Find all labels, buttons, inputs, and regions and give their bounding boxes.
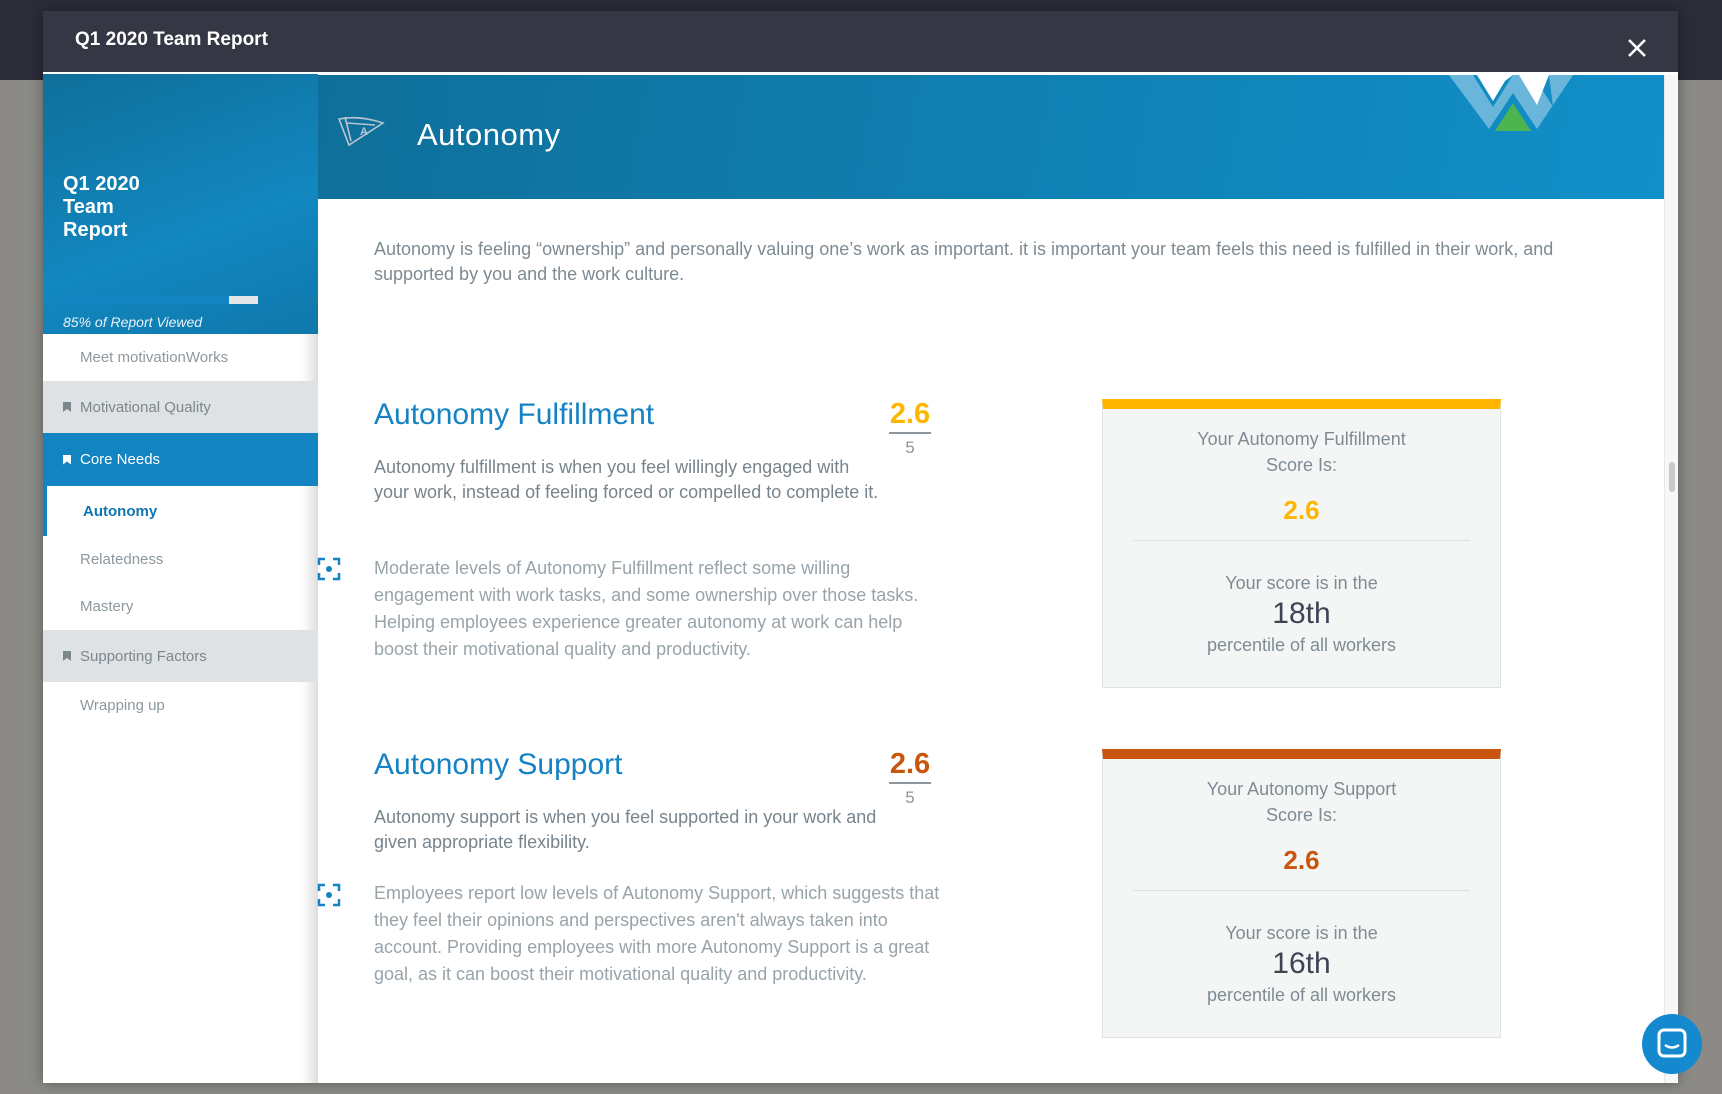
sidebar-header: Q1 2020 Team Report 85% of Report Viewed [43,74,318,334]
sidebar-item-autonomy[interactable]: Autonomy [43,486,318,536]
close-icon[interactable] [1625,36,1649,60]
focus-icon[interactable] [317,557,341,581]
sidebar-item-mastery[interactable]: Mastery [43,583,318,630]
support-detail: Employees report low levels of Autonomy … [374,883,940,984]
chat-button[interactable] [1642,1014,1702,1074]
score-value: 2.6 [889,397,931,434]
fulfillment-score-card: Your Autonomy Fulfillment Score Is: 2.6 … [1102,399,1501,688]
score-value: 2.6 [889,747,931,784]
card-percentile-post: percentile of all workers [1206,635,1397,655]
sidebar-item-core-needs[interactable]: Core Needs [43,433,318,486]
sidebar-item-label: Core Needs [80,451,161,468]
support-score: 2.6 5 [870,747,950,808]
card-label: Your Autonomy Support [1206,779,1397,799]
bookmark-icon [63,651,71,661]
fulfillment-description: Autonomy fulfillment is when you feel wi… [374,457,879,502]
support-score-card: Your Autonomy Support Score Is: 2.6 Your… [1102,749,1501,1038]
sidebar-title: Q1 2020 Team Report [63,173,140,241]
fulfillment-score: 2.6 5 [870,397,950,458]
card-label: Your Autonomy Fulfillment [1197,429,1406,449]
sidebar-item-label: Autonomy [83,502,158,520]
scrollbar[interactable] [1664,75,1678,1083]
score-max: 5 [905,788,915,807]
modal-header: Q1 2020 Team Report [43,11,1678,74]
fulfillment-detail: Moderate levels of Autonomy Fulfillment … [374,558,919,659]
bookmark-icon [63,454,71,465]
sidebar-menu: Meet motivationWorks Motivational Qualit… [43,334,318,729]
report-progress-bar [63,296,258,304]
progress-label: 85% of Report Viewed [63,314,203,330]
card-percentile-pre: Your score is in the [1225,923,1378,943]
card-percentile-post: percentile of all workers [1206,985,1397,1005]
card-score: 2.6 [1283,495,1320,525]
bookmark-icon [63,402,71,412]
chat-icon [1657,1028,1687,1058]
modal-title: Q1 2020 Team Report [75,29,268,50]
progress-fill [63,296,229,304]
card-divider [1133,890,1470,891]
sidebar-item-supporting-factors[interactable]: Supporting Factors [43,630,318,682]
sidebar-item-label: Wrapping up [80,697,165,714]
section-title: Autonomy [417,117,561,152]
card-label: Score Is: [1265,805,1338,825]
sidebar-item-label: Supporting Factors [80,647,207,665]
card-score: 2.6 [1283,845,1320,875]
sidebar-item-motivational-quality[interactable]: Motivational Quality [43,381,318,433]
support-title: Autonomy Support [374,748,623,781]
sidebar-item-label: Motivational Quality [80,398,211,416]
motivationworks-logo [1449,75,1573,131]
card-percentile: 18th [1272,597,1331,630]
sidebar-item-meet-motivationworks[interactable]: Meet motivationWorks [43,334,318,381]
sidebar: Q1 2020 Team Report 85% of Report Viewed… [43,74,318,1083]
card-label: Score Is: [1265,455,1338,475]
section-header: A Autonomy [318,75,1664,199]
sidebar-item-wrapping-up[interactable]: Wrapping up [43,682,318,729]
sidebar-item-label: Meet motivationWorks [80,349,229,366]
scrollbar-thumb[interactable] [1669,462,1675,492]
card-percentile: 16th [1272,947,1331,980]
intro-text: Autonomy is feeling “ownership” and pers… [374,239,1554,284]
focus-icon[interactable] [317,883,341,907]
card-divider [1133,540,1470,541]
sidebar-item-relatedness[interactable]: Relatedness [43,536,318,583]
fulfillment-title: Autonomy Fulfillment [374,398,655,431]
card-percentile-pre: Your score is in the [1225,573,1378,593]
sidebar-item-label: Relatedness [80,551,164,568]
sidebar-item-label: Mastery [80,598,134,615]
score-max: 5 [905,438,915,457]
svg-text:A: A [360,126,368,138]
autonomy-icon: A [337,116,385,147]
support-description: Autonomy support is when you feel suppor… [374,807,877,852]
